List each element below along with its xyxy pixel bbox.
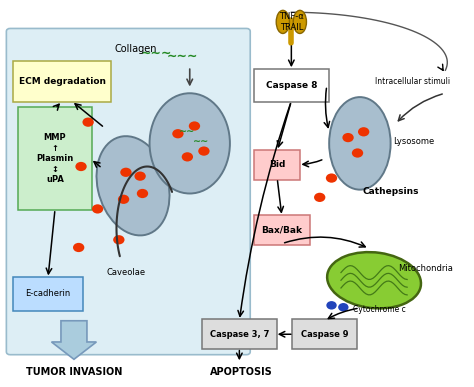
Circle shape <box>189 122 200 131</box>
FancyBboxPatch shape <box>254 149 301 180</box>
Text: Caspase 3, 7: Caspase 3, 7 <box>210 330 269 339</box>
Circle shape <box>172 129 183 139</box>
Ellipse shape <box>327 252 421 308</box>
Ellipse shape <box>97 136 170 235</box>
Text: E-cadherin: E-cadherin <box>25 289 71 298</box>
Circle shape <box>342 133 354 142</box>
Circle shape <box>75 162 87 171</box>
Circle shape <box>137 189 148 198</box>
FancyBboxPatch shape <box>6 29 250 354</box>
Text: MMP
↑
Plasmin
↕
uPA: MMP ↑ Plasmin ↕ uPA <box>36 134 73 184</box>
Ellipse shape <box>329 97 391 190</box>
Circle shape <box>82 118 94 127</box>
Text: Cathepsins: Cathepsins <box>362 187 419 196</box>
FancyBboxPatch shape <box>18 107 92 211</box>
Text: ECM degradation: ECM degradation <box>18 77 106 86</box>
Text: Collagen: Collagen <box>114 44 156 54</box>
FancyBboxPatch shape <box>202 319 277 349</box>
Text: ∼∼: ∼∼ <box>193 137 210 146</box>
Text: TUMOR INVASION: TUMOR INVASION <box>26 366 122 377</box>
Ellipse shape <box>150 93 230 194</box>
Text: ∼∼: ∼∼ <box>179 127 195 137</box>
Text: ∼∼∼: ∼∼∼ <box>141 46 173 59</box>
FancyBboxPatch shape <box>254 68 328 103</box>
Text: APOPTOSIS: APOPTOSIS <box>210 366 273 377</box>
Ellipse shape <box>293 10 307 33</box>
Text: Caspase 9: Caspase 9 <box>301 330 348 339</box>
Text: Lysosome: Lysosome <box>393 137 434 146</box>
Circle shape <box>135 171 146 181</box>
FancyBboxPatch shape <box>292 319 357 349</box>
Text: Intracellular stimuli: Intracellular stimuli <box>374 77 450 86</box>
Text: TNF-α
TRAIL: TNF-α TRAIL <box>279 12 304 32</box>
Circle shape <box>113 235 125 245</box>
FancyBboxPatch shape <box>254 215 310 245</box>
Circle shape <box>326 173 337 183</box>
Circle shape <box>120 168 132 177</box>
Circle shape <box>73 243 84 252</box>
Text: Caveolae: Caveolae <box>106 268 146 277</box>
FancyBboxPatch shape <box>13 61 111 103</box>
Text: Mitochondria: Mitochondria <box>398 264 453 273</box>
Circle shape <box>118 195 129 204</box>
FancyBboxPatch shape <box>13 277 83 311</box>
Text: Bax/Bak: Bax/Bak <box>261 226 302 235</box>
Text: ∼∼∼: ∼∼∼ <box>167 50 199 63</box>
Text: Caspase 8: Caspase 8 <box>265 81 317 90</box>
Circle shape <box>352 148 363 158</box>
Circle shape <box>198 146 210 156</box>
Text: Bid: Bid <box>269 160 285 169</box>
Ellipse shape <box>276 10 290 33</box>
Circle shape <box>358 127 369 137</box>
Text: Cytochrome c: Cytochrome c <box>353 305 406 314</box>
Circle shape <box>326 301 337 310</box>
FancyArrow shape <box>52 321 96 359</box>
Circle shape <box>314 193 325 202</box>
Circle shape <box>182 152 193 161</box>
Circle shape <box>92 204 103 214</box>
Circle shape <box>338 303 348 312</box>
